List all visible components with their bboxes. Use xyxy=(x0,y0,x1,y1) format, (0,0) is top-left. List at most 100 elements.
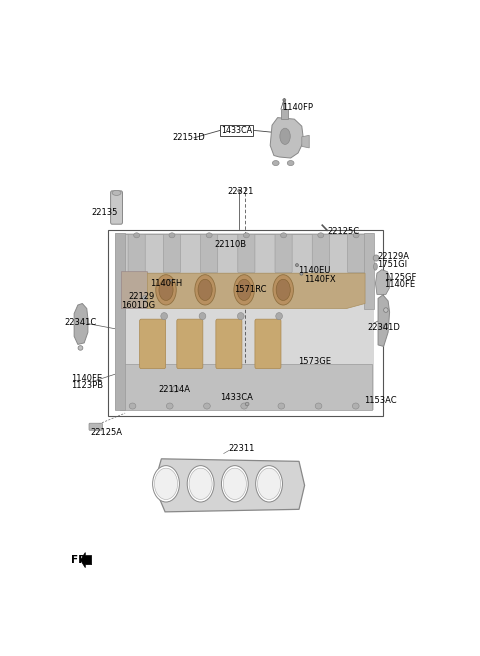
Ellipse shape xyxy=(189,468,212,499)
FancyBboxPatch shape xyxy=(89,423,102,430)
Ellipse shape xyxy=(169,233,175,238)
Text: 1140FH: 1140FH xyxy=(150,279,182,288)
Text: 22125C: 22125C xyxy=(328,227,360,236)
Ellipse shape xyxy=(315,403,322,409)
Text: FR.: FR. xyxy=(71,555,91,565)
Bar xyxy=(108,230,383,416)
FancyBboxPatch shape xyxy=(255,319,281,369)
Ellipse shape xyxy=(155,468,178,499)
FancyBboxPatch shape xyxy=(216,319,242,369)
Bar xyxy=(115,233,374,409)
Bar xyxy=(120,364,372,409)
Text: 22129A: 22129A xyxy=(377,252,409,261)
FancyBboxPatch shape xyxy=(177,319,203,369)
Text: 1571RC: 1571RC xyxy=(234,285,266,294)
Text: 1601DG: 1601DG xyxy=(121,300,156,310)
Text: 1433CA: 1433CA xyxy=(221,126,252,134)
Ellipse shape xyxy=(245,402,249,406)
Text: 22151D: 22151D xyxy=(172,133,205,142)
Ellipse shape xyxy=(373,263,377,270)
Text: 1140EU: 1140EU xyxy=(298,266,330,275)
Ellipse shape xyxy=(353,233,359,238)
Text: 22321: 22321 xyxy=(228,188,254,196)
FancyBboxPatch shape xyxy=(220,125,252,136)
Text: 1751GI: 1751GI xyxy=(377,260,408,269)
Ellipse shape xyxy=(273,275,293,305)
Text: 1125GF: 1125GF xyxy=(384,273,416,281)
Polygon shape xyxy=(378,295,390,346)
FancyBboxPatch shape xyxy=(128,234,145,273)
Ellipse shape xyxy=(204,403,210,409)
Polygon shape xyxy=(147,273,365,308)
Ellipse shape xyxy=(187,466,214,502)
Ellipse shape xyxy=(278,403,285,409)
Ellipse shape xyxy=(243,233,249,238)
Ellipse shape xyxy=(167,403,173,409)
Polygon shape xyxy=(115,233,125,409)
Text: 1573GE: 1573GE xyxy=(299,357,332,365)
Ellipse shape xyxy=(199,313,206,319)
Ellipse shape xyxy=(281,233,287,238)
Polygon shape xyxy=(154,459,305,512)
Ellipse shape xyxy=(159,279,173,300)
Text: 1433CA: 1433CA xyxy=(220,393,253,402)
Ellipse shape xyxy=(288,161,294,165)
Text: 22311: 22311 xyxy=(229,445,255,453)
Ellipse shape xyxy=(241,403,248,409)
Ellipse shape xyxy=(206,233,212,238)
Polygon shape xyxy=(121,272,151,308)
FancyBboxPatch shape xyxy=(238,234,255,273)
FancyBboxPatch shape xyxy=(140,319,166,369)
Text: 1140FX: 1140FX xyxy=(304,275,336,284)
Ellipse shape xyxy=(280,128,290,144)
Text: 22125A: 22125A xyxy=(91,428,123,437)
Text: 1140FE: 1140FE xyxy=(384,280,415,289)
Ellipse shape xyxy=(283,98,286,101)
Ellipse shape xyxy=(195,275,216,305)
Ellipse shape xyxy=(156,275,176,305)
Ellipse shape xyxy=(373,255,379,261)
Text: 22135: 22135 xyxy=(92,207,118,216)
Text: 1140FP: 1140FP xyxy=(282,102,312,112)
Ellipse shape xyxy=(258,468,281,499)
Ellipse shape xyxy=(238,190,241,192)
Ellipse shape xyxy=(244,283,247,286)
Ellipse shape xyxy=(276,279,290,300)
FancyBboxPatch shape xyxy=(110,191,122,224)
Ellipse shape xyxy=(384,324,388,329)
Ellipse shape xyxy=(256,466,282,502)
Ellipse shape xyxy=(237,279,251,300)
FancyBboxPatch shape xyxy=(201,234,218,273)
Ellipse shape xyxy=(78,346,83,350)
Ellipse shape xyxy=(300,272,303,276)
Ellipse shape xyxy=(276,313,282,319)
Polygon shape xyxy=(302,135,309,148)
Ellipse shape xyxy=(318,233,324,238)
Ellipse shape xyxy=(129,403,136,409)
FancyBboxPatch shape xyxy=(312,234,329,273)
Text: 1140FE: 1140FE xyxy=(71,374,102,382)
Polygon shape xyxy=(81,552,92,567)
Polygon shape xyxy=(281,109,288,119)
Ellipse shape xyxy=(133,233,140,238)
Ellipse shape xyxy=(153,466,180,502)
Ellipse shape xyxy=(238,313,244,319)
Polygon shape xyxy=(283,101,286,109)
Ellipse shape xyxy=(198,279,212,300)
Polygon shape xyxy=(270,117,304,158)
FancyBboxPatch shape xyxy=(163,234,180,273)
Text: 1123PB: 1123PB xyxy=(71,381,103,390)
Polygon shape xyxy=(74,304,88,344)
Ellipse shape xyxy=(296,264,299,266)
Text: 1153AC: 1153AC xyxy=(364,396,396,405)
Ellipse shape xyxy=(384,308,388,312)
Ellipse shape xyxy=(352,403,359,409)
Bar xyxy=(120,234,365,273)
Ellipse shape xyxy=(161,313,168,319)
Text: 22341C: 22341C xyxy=(65,318,97,327)
FancyBboxPatch shape xyxy=(275,234,292,273)
Ellipse shape xyxy=(168,279,171,282)
Ellipse shape xyxy=(234,275,254,305)
Text: 22341D: 22341D xyxy=(367,323,400,332)
Text: 22114A: 22114A xyxy=(158,385,191,394)
